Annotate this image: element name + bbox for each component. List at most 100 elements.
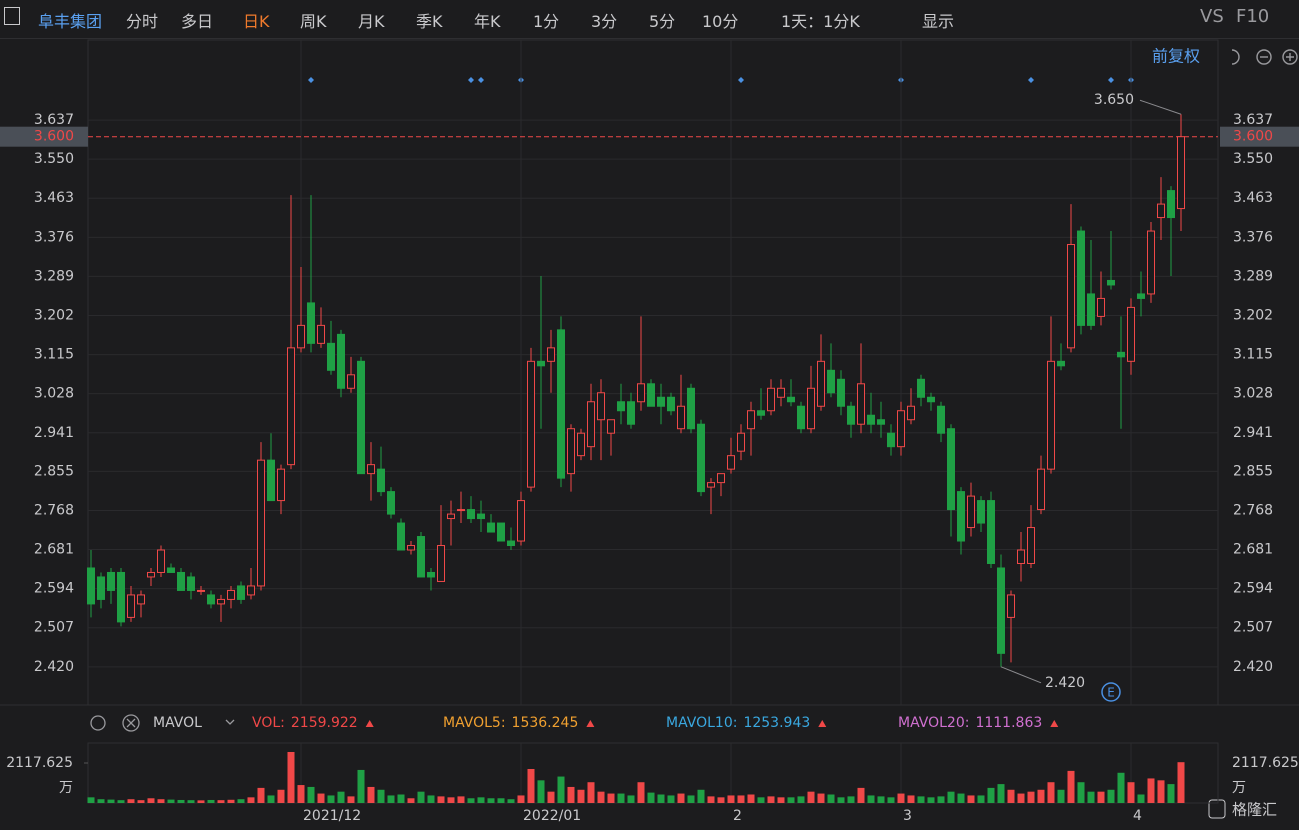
candle-body [157,549,165,573]
volume-bar [117,800,125,803]
volume-bar [637,782,645,803]
reset-icon[interactable] [1231,49,1240,65]
candle-body [947,428,955,511]
volume-bar [877,796,885,803]
candle-body [177,571,185,591]
candle-body [1007,594,1015,618]
volume-bar [397,794,405,803]
display-menu[interactable]: 显示 [922,12,955,31]
candle-body [427,571,435,578]
volume-bar [87,797,95,803]
volume-bar [787,797,795,803]
adjust-mode[interactable]: 前复权 [1152,47,1200,66]
period-tab[interactable]: 月K [358,12,385,31]
candle-body [317,324,325,344]
period-tab[interactable]: 季K [416,12,443,31]
stock-name[interactable]: 阜丰集团 [38,12,103,31]
event-icon[interactable] [1101,682,1121,702]
candle-body [1027,527,1035,564]
candle-body [1097,297,1105,317]
x-tick-label: 2021/12 [303,808,361,824]
candle-body [367,464,375,475]
volume-bar [587,782,595,803]
close-icon[interactable] [122,714,140,732]
volume-bar [447,797,455,803]
candle-body [907,405,915,421]
candle-body [837,378,845,407]
volume-bar [947,791,955,803]
period-select[interactable]: 1天：1分K [781,12,860,31]
period-tab[interactable]: 多日 [181,12,214,31]
y-tick-label-right: 3.115 [1233,347,1273,363]
period-tab[interactable]: 年K [474,12,501,31]
volume-bar [597,791,605,803]
zoom-out-icon[interactable] [1256,49,1272,65]
candle-body [457,509,465,512]
candle-body [687,387,695,430]
y-tick-label-right: 2.681 [1233,542,1273,558]
period-tab[interactable]: 3分 [591,12,618,31]
legend-name: MAVOL20: [898,715,969,731]
candle-body [777,387,785,398]
volume-bar [927,797,935,803]
candle-body [597,392,605,421]
period-tab[interactable]: 周K [300,12,327,31]
volume-bar [497,798,505,803]
period-tab[interactable]: 分时 [126,12,159,31]
candle-body [1047,360,1055,470]
candle-body [917,378,925,398]
volume-bar [247,797,255,803]
volume-bar [227,799,235,803]
candle-body [1017,549,1025,564]
volume-bar [887,797,895,803]
candle-body [167,567,175,573]
candle-body [1037,468,1045,511]
candle-body [617,401,625,412]
legend-arrow [365,720,374,727]
volume-bar [357,769,365,803]
y-tick-label-right: 3.637 [1233,112,1273,128]
period-tab[interactable]: 日K [243,12,270,31]
candle-body [1167,190,1175,219]
candle-body [537,360,545,367]
compare-button[interactable]: VS [1200,6,1224,27]
candle-body [957,491,965,542]
candle-body [817,360,825,407]
indicator-dropdown[interactable] [225,719,235,725]
zoom-in-icon[interactable] [1282,49,1298,65]
candle-body [657,396,665,407]
x-tick-label: 3 [903,808,912,824]
volume-bar [677,793,685,803]
volume-bar [377,789,385,803]
f10-button[interactable]: F10 [1236,6,1270,27]
volume-bar [417,791,425,803]
candle-body [967,495,975,529]
candle-body [497,522,505,542]
volume-bar [367,786,375,803]
settings-icon[interactable] [90,715,106,731]
volume-bar [277,789,285,803]
volume-bar [907,795,915,803]
period-tab[interactable]: 1分 [533,12,560,31]
volume-unit-right: 万 [1232,780,1246,796]
volume-bar [937,796,945,803]
y-tick-label: 2.507 [34,620,74,636]
y-tick-label: 2.420 [34,659,74,675]
y-tick-label: 2.941 [34,425,74,441]
period-tab[interactable]: 5分 [649,12,676,31]
volume-bar [867,795,875,803]
candle-body [1177,136,1185,210]
volume-bar [707,796,715,803]
candle-body [707,482,715,488]
candle-body [717,473,725,484]
legend-arrow [586,720,595,727]
period-tab[interactable]: 10分 [702,12,739,31]
volume-bar [327,795,335,803]
y-tick-label: 3.028 [34,386,74,402]
volume-bar [817,793,825,803]
candle-body [1077,230,1085,326]
y-tick-label: 3.202 [34,307,74,323]
volume-bar [1127,782,1135,803]
menu-icon[interactable] [4,7,20,25]
